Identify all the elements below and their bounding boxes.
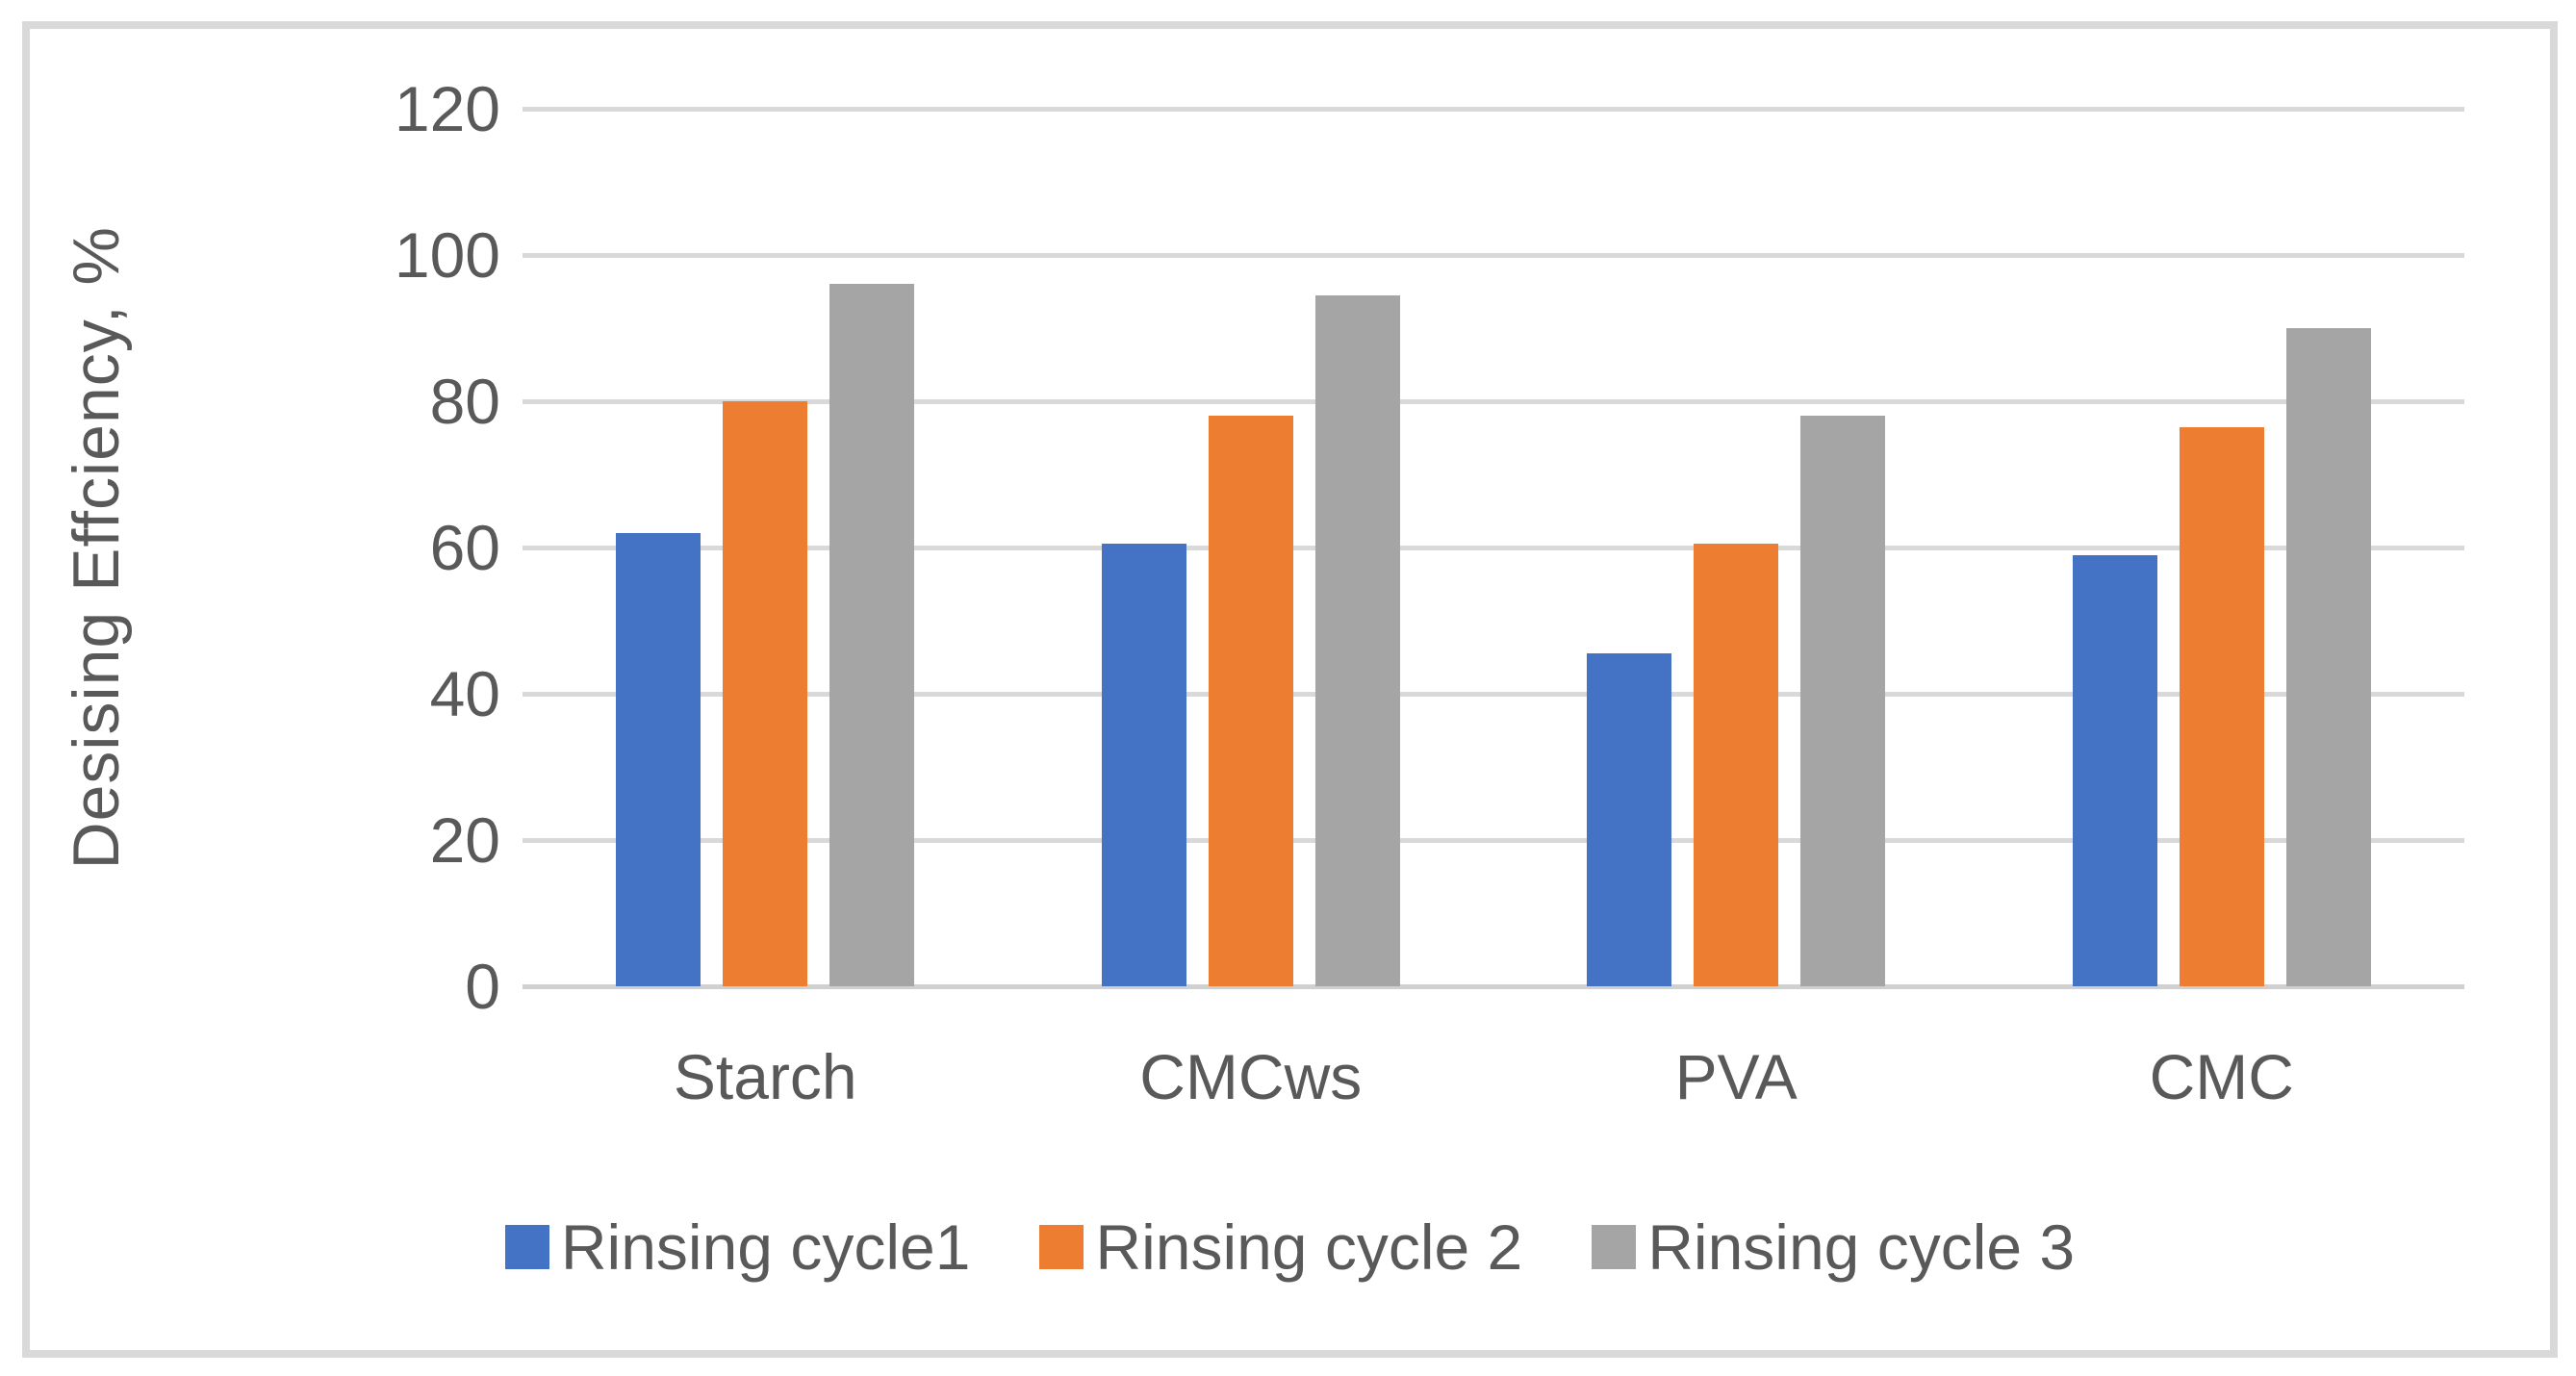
- bar-cmc-series3: [2285, 328, 2371, 986]
- gridline-40: [523, 692, 2464, 697]
- bar-pva-series2: [1694, 544, 1779, 986]
- bar-cmcws-series2: [1208, 416, 1293, 986]
- y-tick-label-20: 20: [429, 804, 500, 876]
- legend-item-1: Rinsing cycle1: [504, 1211, 971, 1283]
- bar-cmc-series2: [2179, 426, 2264, 986]
- bar-starch-series1: [616, 532, 701, 986]
- legend-swatch-icon: [1592, 1225, 1637, 1269]
- legend-item-2: Rinsing cycle 2: [1039, 1215, 1522, 1279]
- bar-starch-series3: [829, 284, 915, 986]
- chart-border: [22, 21, 2558, 1358]
- legend: Rinsing cycle1 Rinsing cycle 2 Rinsing cyc…: [30, 1210, 2550, 1284]
- y-tick-label-40: 40: [429, 658, 500, 729]
- category-label-pva: PVA: [1674, 1041, 1798, 1112]
- y-tick-label-0: 0: [465, 951, 500, 1022]
- y-tick-label-120: 120: [394, 73, 500, 144]
- bar-cmcws-series3: [1314, 294, 1400, 986]
- y-tick-label-100: 100: [394, 219, 500, 291]
- gridline-120: [523, 107, 2464, 112]
- category-label-cmc: CMC: [2149, 1041, 2294, 1112]
- gridline-20: [523, 838, 2464, 843]
- y-axis-title: Desising Effciency, %: [38, 109, 154, 986]
- category-label-starch: Starch: [673, 1041, 857, 1112]
- gridline-100: [523, 253, 2464, 258]
- category-label-cmcws: CMCws: [1139, 1041, 1363, 1112]
- bar-cmc-series1: [2072, 554, 2157, 986]
- bar-pva-series1: [1587, 653, 1672, 986]
- legend-swatch-icon: [1039, 1225, 1084, 1269]
- legend-label: Rinsing cycle1: [560, 1211, 971, 1283]
- y-tick-label-80: 80: [429, 366, 500, 437]
- gridline-80: [523, 399, 2464, 404]
- bar-pva-series3: [1800, 416, 1886, 986]
- bar-cmcws-series1: [1101, 544, 1186, 986]
- gridline-60: [523, 546, 2464, 550]
- y-tick-label-60: 60: [429, 512, 500, 583]
- legend-swatch-icon: [504, 1225, 549, 1269]
- legend-label: Rinsing cycle 3: [1647, 1211, 2076, 1283]
- legend-item-3: Rinsing cycle 3: [1592, 1215, 2075, 1279]
- bar-starch-series2: [723, 401, 808, 986]
- x-axis-line: [523, 984, 2464, 989]
- y-axis-title-text: Desising Effciency, %: [60, 225, 133, 870]
- legend-label: Rinsing cycle 2: [1095, 1211, 1523, 1283]
